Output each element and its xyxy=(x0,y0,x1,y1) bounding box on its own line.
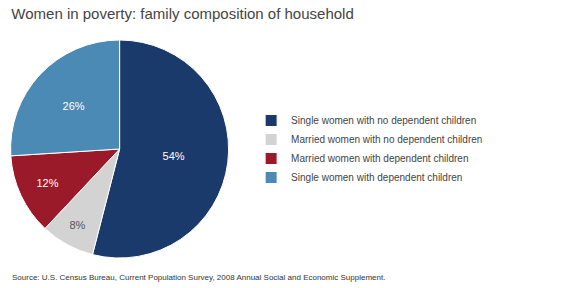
svg-text:Single women with no dependent: Single women with no dependent children xyxy=(291,115,476,126)
svg-text:Single women with dependent ch: Single women with dependent children xyxy=(291,172,462,183)
svg-text:Women in poverty: family compo: Women in poverty: family composition of … xyxy=(11,5,353,22)
svg-text:26%: 26% xyxy=(63,100,85,112)
svg-text:Source: U.S. Census Bureau, Cu: Source: U.S. Census Bureau, Current Popu… xyxy=(12,273,385,282)
svg-text:Married women with no dependen: Married women with no dependent children xyxy=(291,134,482,145)
svg-text:Married women with dependent c: Married women with dependent children xyxy=(291,153,468,164)
svg-text:8%: 8% xyxy=(69,219,85,231)
svg-text:54%: 54% xyxy=(163,150,185,162)
svg-text:12%: 12% xyxy=(36,177,58,189)
